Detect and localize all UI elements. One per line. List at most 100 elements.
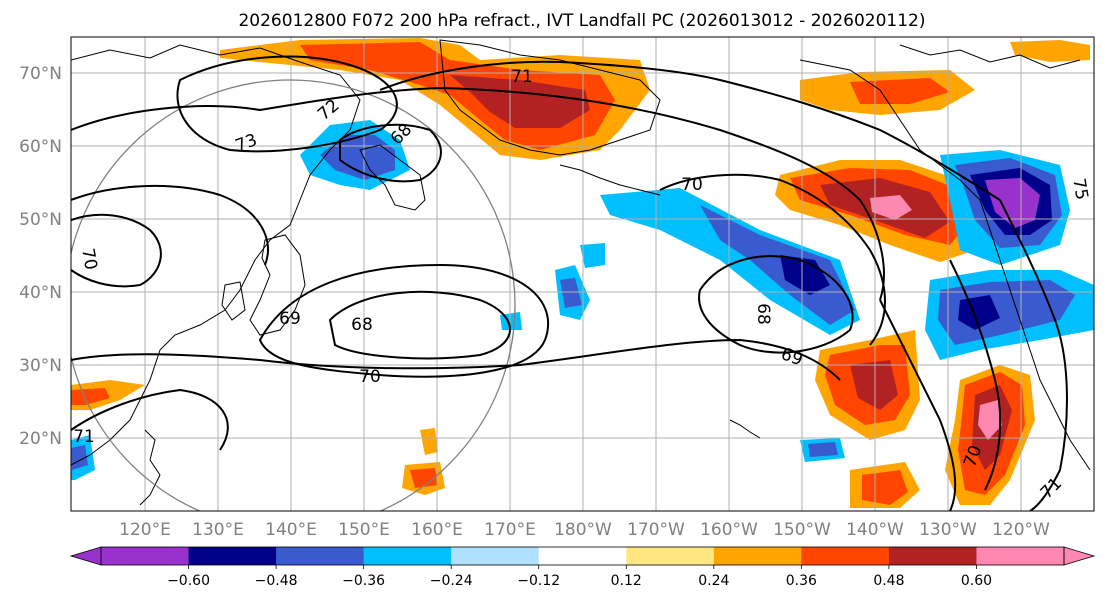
- lon-label: 180°W: [554, 520, 612, 540]
- lon-label: 140°E: [265, 520, 317, 540]
- contour-label: 68: [753, 303, 773, 325]
- negative-field-coast-inner: [958, 295, 1000, 330]
- negative-field-southwest-core: [71, 445, 88, 470]
- positive-field-south-core: [862, 470, 908, 505]
- positive-field-west-core: [71, 388, 110, 405]
- contour-70-north: [659, 173, 886, 346]
- colorbar-tick-label: 0.36: [786, 573, 817, 589]
- colorbar-outline: [100, 546, 1065, 566]
- colorbar-tick-label: 0.48: [873, 573, 904, 589]
- contour-label: 68: [351, 315, 373, 335]
- contour-69-low: [258, 263, 550, 378]
- range-circle: [71, 79, 516, 511]
- negative-field-coast-core: [938, 280, 1075, 345]
- contour-label: 71: [511, 67, 533, 87]
- colorbar-tick-label: 0.60: [961, 573, 992, 589]
- lon-label: 130°W: [919, 520, 977, 540]
- colorbar-segment: [713, 547, 802, 565]
- colorbar: −0.60 −0.48 −0.36 −0.24 −0.12 0.12 0.24 0.36 0.4…: [69, 546, 1096, 589]
- contour-69-north: [698, 255, 854, 354]
- lat-label: 40°N: [19, 283, 62, 303]
- coast-korea: [221, 281, 246, 321]
- latitude-labels: 70°N 60°N 50°N 40°N 30°N 20°N: [19, 64, 62, 449]
- negative-field-island-core: [560, 278, 582, 308]
- map-frame: [70, 36, 1095, 512]
- contour-east-3: [949, 259, 1002, 491]
- coastlines: [71, 39, 1091, 506]
- negative-field-small-1: [580, 243, 605, 268]
- colorbar-tick-label: −0.36: [342, 573, 385, 589]
- negative-field-southeast-core: [808, 442, 838, 457]
- colorbar-segment: [451, 547, 540, 565]
- coast-canada-islands: [899, 44, 1081, 69]
- coast-japan: [249, 234, 306, 336]
- contour-68-low: [328, 290, 511, 360]
- shaded-field: [71, 38, 1094, 508]
- lon-label: 150°W: [773, 520, 831, 540]
- contour-west-1: [71, 213, 162, 288]
- lon-label: 160°E: [411, 520, 463, 540]
- lon-label: 160°W: [700, 520, 758, 540]
- lat-label: 50°N: [19, 210, 62, 230]
- positive-field-alaska-inner: [450, 75, 590, 128]
- colorbar-segment: [801, 547, 890, 565]
- colorbar-segment: [363, 547, 452, 565]
- lat-label: 60°N: [19, 137, 62, 157]
- longitude-labels: 120°E 130°E 140°E 150°E 160°E 170°E 180°…: [119, 520, 1050, 540]
- coast-asia: [71, 44, 361, 466]
- coast-hawaii: [729, 419, 761, 439]
- coast-alaska: [439, 39, 661, 156]
- contour-label: 69: [279, 309, 301, 329]
- contour-east-2: [999, 199, 1068, 511]
- lon-label: 170°E: [484, 520, 536, 540]
- lon-label: 140°W: [846, 520, 904, 540]
- colorbar-tick-label: −0.12: [517, 573, 560, 589]
- colorbar-tick-label: −0.48: [255, 573, 298, 589]
- contour-73: [176, 55, 398, 153]
- coast-north-america: [799, 59, 1091, 471]
- contour-70-south: [71, 338, 841, 381]
- positive-field-pacific-1-core: [410, 468, 438, 488]
- colorbar-tick-label: 0.24: [698, 573, 729, 589]
- colorbar-tick-label: 0.12: [611, 573, 642, 589]
- positive-field-stream-peak: [978, 400, 1002, 440]
- contour-label: 71: [73, 427, 95, 447]
- colorbar-tick-label: −0.24: [430, 573, 473, 589]
- lon-label: 120°W: [992, 520, 1050, 540]
- contour-71-north: [379, 60, 1001, 201]
- negative-field-midpacific-core: [700, 205, 855, 325]
- lon-label: 150°E: [338, 520, 390, 540]
- colorbar-segment: [276, 547, 365, 565]
- lon-label: 130°E: [192, 520, 244, 540]
- colorbar-segment: [888, 547, 977, 565]
- contour-72: [71, 86, 885, 301]
- lat-label: 30°N: [19, 356, 62, 376]
- negative-field-canada-peak: [985, 178, 1040, 228]
- lat-label: 20°N: [19, 429, 62, 449]
- map-title: 2026012800 F072 200 hPa refract., IVT La…: [238, 11, 925, 31]
- negative-field-midpacific-inner: [780, 255, 830, 295]
- colorbar-segment: [101, 547, 190, 565]
- lat-label: 70°N: [19, 64, 62, 84]
- colorbar-extend-max: [1063, 546, 1096, 566]
- graticule: [71, 37, 1094, 511]
- contour-label: 70: [359, 367, 381, 387]
- positive-field-subtropical-inner: [850, 360, 898, 410]
- contour-label: 75: [1068, 177, 1091, 202]
- colorbar-segment: [188, 547, 277, 565]
- colorbar-extend-min: [69, 546, 102, 566]
- positive-field-pacific-2: [420, 428, 438, 455]
- positive-field-goa-peak: [870, 195, 912, 220]
- colorbar-tick-label: −0.60: [167, 573, 210, 589]
- contour-71-south: [71, 388, 229, 451]
- positive-field-arctic-right: [1010, 40, 1090, 62]
- contour-east-1: [879, 299, 957, 511]
- contour-label: 70: [77, 247, 100, 272]
- colorbar-segment: [538, 547, 627, 565]
- colorbar-segment: [626, 547, 715, 565]
- lon-label: 120°E: [119, 520, 171, 540]
- contours: [71, 55, 1068, 511]
- contour-west-2: [71, 184, 269, 266]
- contour-68-north: [339, 123, 442, 183]
